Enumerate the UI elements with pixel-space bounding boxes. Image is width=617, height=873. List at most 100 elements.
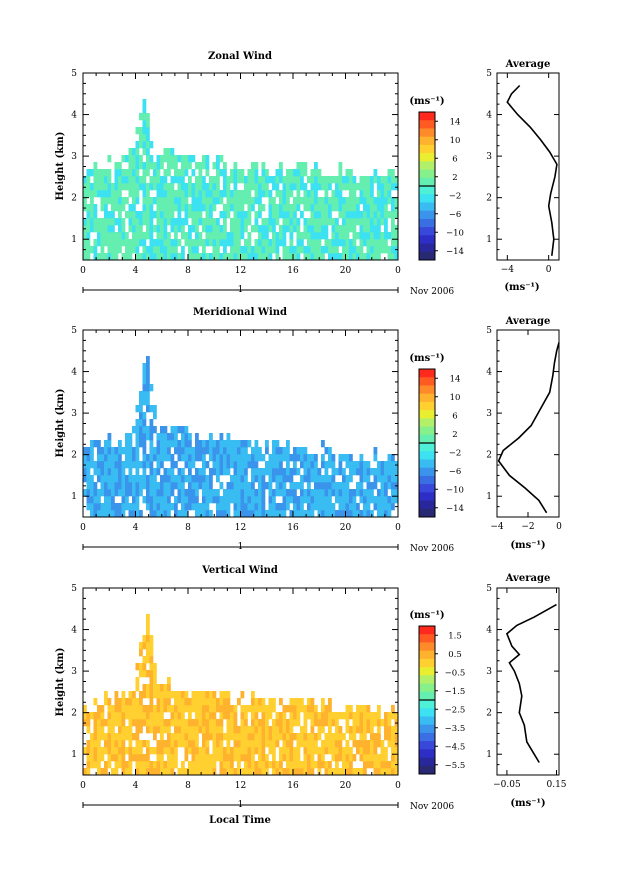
heatmap-cell	[275, 712, 280, 720]
heatmap-cell	[83, 454, 87, 462]
heatmap-cell	[139, 475, 143, 483]
heatmap-cell	[86, 246, 91, 254]
heatmap-cell	[272, 726, 276, 734]
heatmap-cell	[121, 475, 126, 483]
heatmap-cell	[394, 183, 399, 191]
heatmap-cell	[205, 225, 210, 233]
heatmap-cell	[163, 218, 168, 226]
heatmap-cell	[317, 197, 322, 205]
heatmap-cell	[188, 468, 192, 476]
heatmap-cell	[244, 176, 248, 184]
heatmap-cell	[359, 754, 364, 762]
heatmap-cell	[258, 232, 262, 240]
heatmap-cell	[265, 482, 269, 490]
heatmap-cell	[352, 712, 357, 720]
heatmap-cell	[156, 239, 161, 247]
heatmap-cell	[233, 197, 238, 205]
heatmap-cell	[198, 218, 203, 226]
heatmap-cell	[191, 190, 196, 198]
heatmap-cell	[282, 733, 287, 741]
heatmap-cell	[279, 712, 283, 720]
heatmap-cell	[90, 218, 94, 226]
heatmap-cell	[97, 225, 101, 233]
heatmap-cell	[356, 232, 360, 240]
heatmap-cell	[289, 239, 294, 247]
heatmap-cell	[328, 218, 332, 226]
heatmap-cell	[142, 684, 147, 692]
profile-frame	[496, 587, 560, 776]
heatmap-cell	[272, 475, 276, 483]
heatmap-cell	[149, 747, 154, 755]
heatmap-cell	[293, 761, 297, 769]
heatmap-cell	[135, 761, 140, 769]
heatmap-cell	[384, 204, 388, 212]
heatmap-cell	[345, 239, 350, 247]
heatmap-cell	[338, 740, 343, 748]
heatmap-cell	[226, 461, 231, 469]
heatmap-cell	[167, 447, 171, 455]
heatmap-cell	[118, 719, 122, 727]
heatmap-cell	[107, 733, 112, 741]
x-tick-label: 4	[133, 266, 139, 276]
heatmap-cell	[216, 218, 220, 226]
heatmap-cell	[160, 239, 164, 247]
heatmap-cell	[230, 204, 234, 212]
heatmap-cell	[146, 649, 150, 657]
heatmap-cell	[286, 761, 290, 769]
heatmap-cell	[128, 447, 133, 455]
heatmap-cell	[156, 190, 161, 198]
heatmap-cell	[300, 761, 304, 769]
heatmap-cell	[335, 510, 339, 518]
heatmap-cell	[149, 183, 154, 191]
y-tick-label: 4	[71, 111, 77, 121]
heatmap-cell	[107, 761, 112, 769]
heatmap-cell	[153, 705, 157, 713]
heatmap-cell	[135, 162, 140, 170]
heatmap-cell	[188, 190, 192, 198]
heatmap-cell	[205, 733, 210, 741]
heatmap-cell	[384, 475, 388, 483]
heatmap-cell	[359, 712, 364, 720]
heatmap-cell	[275, 461, 280, 469]
heatmap-cell	[125, 475, 129, 483]
heatmap-cell	[268, 733, 273, 741]
heatmap-cell	[163, 447, 168, 455]
heatmap-cell	[114, 461, 119, 469]
heatmap-cell	[251, 510, 255, 518]
heatmap-cell	[93, 440, 98, 448]
heatmap-cell	[233, 218, 238, 226]
colorbar-swatch	[419, 393, 435, 403]
heatmap-cell	[352, 719, 357, 727]
heatmap-cell	[100, 503, 105, 511]
heatmap-cell	[345, 768, 350, 776]
heatmap-cell	[209, 211, 213, 219]
heatmap-cell	[167, 211, 171, 219]
heatmap-cell	[219, 253, 224, 261]
heatmap-cell	[331, 712, 336, 720]
heatmap-cell	[107, 503, 112, 511]
heatmap-cell	[335, 768, 339, 776]
heatmap-cell	[289, 733, 294, 741]
heatmap-cell	[240, 447, 245, 455]
heatmap-cell	[146, 475, 150, 483]
heatmap-cell	[261, 698, 266, 706]
heatmap-cell	[300, 698, 304, 706]
heatmap-cell	[216, 447, 220, 455]
heatmap-cell	[275, 190, 280, 198]
heatmap-cell	[83, 183, 87, 191]
colorbar-swatch	[419, 153, 435, 162]
heatmap-cell	[114, 183, 119, 191]
heatmap-cell	[233, 754, 238, 762]
heatmap-cell	[352, 503, 357, 511]
heatmap-cell	[153, 482, 157, 490]
heatmap-cell	[338, 496, 343, 504]
heatmap-cell	[83, 475, 87, 483]
y-tick-label: 3	[71, 667, 77, 677]
colorbar-tick-label: 2	[452, 430, 457, 440]
heatmap-cell	[331, 468, 336, 476]
heatmap-cell	[198, 747, 203, 755]
heatmap-cell	[363, 239, 367, 247]
heatmap-cell	[104, 225, 108, 233]
heatmap-cell	[156, 176, 161, 184]
heatmap-cell	[170, 148, 175, 156]
